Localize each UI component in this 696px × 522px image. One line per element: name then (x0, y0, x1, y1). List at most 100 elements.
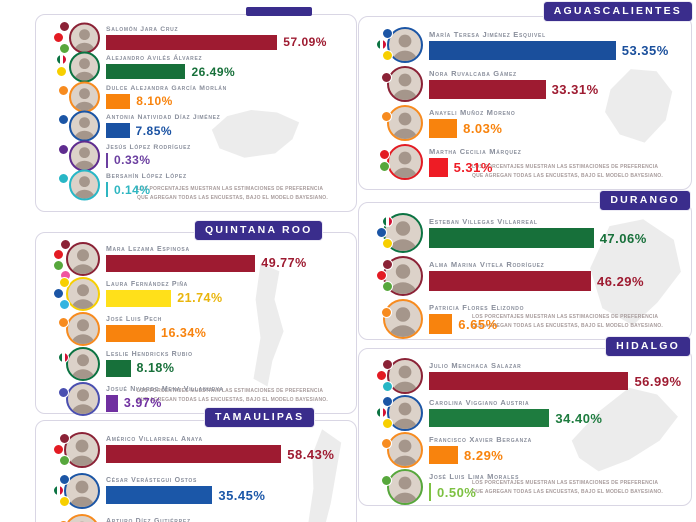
person-silhouette-icon (392, 34, 418, 61)
preference-bar (429, 409, 550, 427)
candidate-photo-cluster (50, 429, 106, 470)
candidate-photo-cluster (373, 254, 429, 297)
candidate-photo (66, 346, 100, 381)
person-silhouette-icon (73, 176, 96, 199)
candidate-list: Américo Villarreal Anaya 58.43% César Verá… (50, 429, 348, 522)
state-badge-label: DURANGO (610, 194, 680, 206)
candidate-row: Patricia Flores Elizondo 6.65% (373, 297, 683, 340)
candidate-name: Francisco Xavier Berganza (429, 435, 532, 444)
state-map-silhouette (211, 109, 300, 158)
person-silhouette-icon (71, 353, 95, 379)
party-dot-prd (59, 276, 70, 288)
candidate-name: Bersahín López López (106, 173, 187, 181)
methodology-note-line1: LOS PORCENTAJES MUESTRAN LAS ESTIMACIONE… (137, 186, 324, 192)
candidate-photo (387, 143, 423, 180)
candidate-photo-cluster (373, 394, 429, 431)
state-panel-durango: DURANGO Esteban Villegas Villarreal 47.06… (358, 190, 692, 340)
party-dot-pan (58, 114, 69, 126)
state-badge-label: TAMAULIPAS (215, 411, 305, 423)
preference-bar (429, 372, 629, 390)
preference-percentage: 8.29% (464, 447, 504, 463)
preference-bar (106, 64, 186, 80)
person-silhouette-icon (71, 388, 95, 414)
preference-bar (106, 123, 130, 139)
person-silhouette-icon (78, 521, 86, 522)
party-dot-pan (59, 473, 70, 485)
state-badge: DURANGO (599, 190, 691, 211)
preference-bar (429, 271, 591, 291)
party-dot-pvem (379, 160, 390, 172)
person-silhouette-icon (392, 439, 418, 466)
party-dot-confianza (59, 298, 70, 310)
candidate-photo-cluster (50, 470, 106, 511)
state-badge-cropped (246, 7, 312, 16)
party-dot-pvem (382, 280, 393, 292)
candidate-photo-cluster (50, 140, 106, 172)
candidate-name: María Teresa Jiménez Esquivel (429, 29, 546, 39)
state-map-silhouette (253, 263, 284, 387)
party-dot-pri (382, 215, 393, 227)
candidate-photo (387, 468, 423, 505)
candidate-row: María Teresa Jiménez Esquivel 53.35% (373, 25, 683, 64)
candidate-name: Carolina Viggiano Austria (429, 398, 530, 407)
preference-percentage: 3.97% (123, 396, 162, 410)
preference-percentage: 0.33% (114, 153, 151, 168)
state-panel-aguascalientes: AGUASCALIENTES María Teresa Jiménez Esqu… (358, 1, 693, 190)
preference-percentage: 5.31% (453, 159, 493, 175)
preference-percentage: 6.65% (458, 316, 498, 332)
preference-percentage: 8.03% (463, 120, 503, 136)
preference-percentage: 47.06% (599, 230, 647, 246)
party-dot-pan (382, 27, 393, 39)
preference-bar (106, 152, 108, 168)
person-silhouette-icon (388, 220, 418, 251)
preference-percentage: 49.77% (261, 256, 307, 270)
candidate-row: Arturo Díez Gutiérrez6.12% (50, 511, 348, 522)
candidate-list: Salomón Jara Cruz 57.09% Alejandro Avilés … (50, 20, 348, 201)
candidate-name: Martha Cecilia Márquez (429, 146, 522, 156)
candidate-row: José Luis Lima Morales 0.50% (373, 468, 683, 505)
party-dot-pt (376, 369, 387, 381)
methodology-note-line2: QUE AGREGAN TODAS LAS ENCUESTAS, BAJO EL… (137, 397, 328, 403)
person-silhouette-icon (71, 283, 95, 309)
candidate-photo-cluster (373, 431, 429, 468)
candidate-photo-cluster (373, 211, 429, 254)
methodology-note-line1: LOS PORCENTAJES MUESTRAN LAS ESTIMACIONE… (472, 164, 659, 170)
preference-percentage: 56.99% (634, 373, 682, 389)
candidate-name: Leslie Hendricks Rubio (106, 350, 193, 358)
candidate-photo-cluster (373, 103, 429, 142)
candidate-photo (66, 311, 100, 346)
candidate-row: Salomón Jara Cruz 57.09% (50, 20, 348, 54)
party-dot-mas (58, 386, 69, 398)
person-silhouette-icon (73, 117, 96, 140)
candidate-photo-cluster (50, 511, 106, 522)
candidate-name: Alma Marina Vitela Rodríguez (429, 260, 545, 269)
party-dot-pup (58, 143, 69, 155)
candidate-row: Alma Marina Vitela Rodríguez 46.29% (373, 254, 683, 297)
party-dot-pt (53, 31, 64, 43)
candidate-photo-cluster (373, 25, 429, 64)
candidate-list: María Teresa Jiménez Esquivel 53.35% Nora … (373, 25, 683, 181)
candidate-photo (66, 241, 100, 276)
preference-percentage: 33.31% (551, 81, 599, 97)
preference-percentage: 0.50% (437, 484, 477, 500)
candidate-photo (387, 104, 423, 141)
candidate-row: Bersahín López López 0.14% (50, 169, 348, 201)
preference-bar (429, 483, 431, 501)
candidate-photo (69, 169, 100, 201)
party-dot-pt (376, 269, 387, 281)
person-silhouette-icon (73, 146, 96, 170)
person-silhouette-icon (392, 151, 418, 178)
preference-percentage: 21.74% (177, 291, 223, 305)
candidate-name: Julio Menchaca Salazar (429, 361, 522, 370)
state-badge: TAMAULIPAS (204, 407, 316, 428)
candidate-name: Jesús López Rodríguez (106, 143, 191, 151)
candidate-row: Josué Nivardo Mena Villanueva 3.97% (50, 381, 348, 416)
candidate-row: Américo Villarreal Anaya 58.43% (50, 429, 348, 470)
methodology-note: LOS PORCENTAJES MUESTRAN LAS ESTIMACIONE… (472, 163, 677, 181)
person-silhouette-icon (71, 318, 95, 344)
candidate-list: Mara Lezama Espinosa 49.77% Laura Fernánde… (50, 238, 348, 416)
methodology-note-line2: QUE AGREGAN TODAS LAS ENCUESTAS, BAJO EL… (472, 489, 663, 495)
candidate-name: Arturo Díez Gutiérrez (106, 518, 191, 522)
candidate-name: Dulce Alejandra García Morlán (106, 84, 227, 92)
preference-bar (429, 118, 458, 138)
